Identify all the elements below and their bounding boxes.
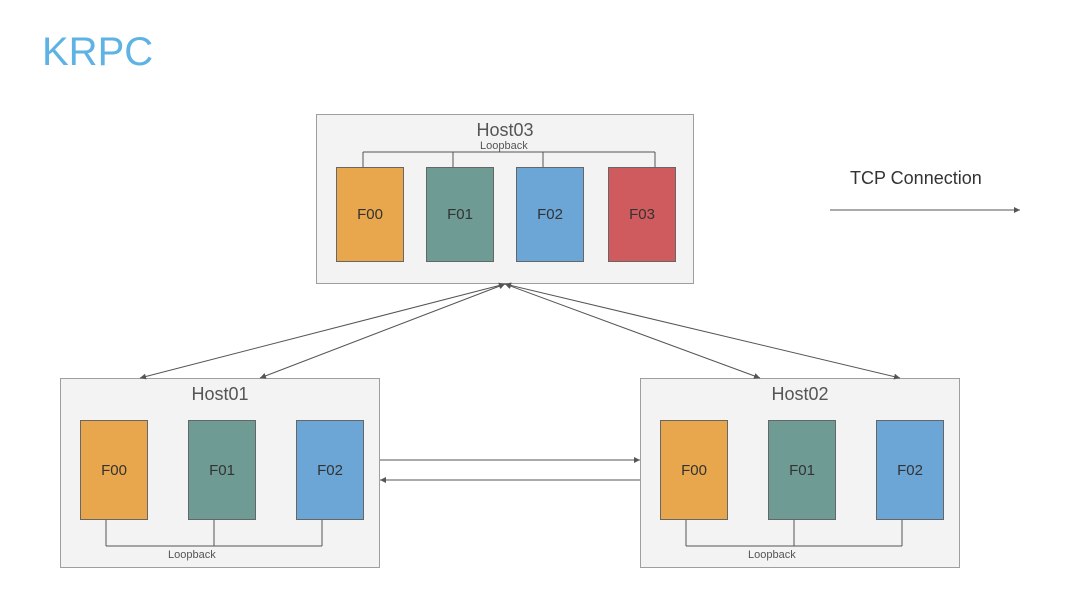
loopback-label-host01: Loopback <box>168 549 216 561</box>
fbox-host03-f00: F00 <box>336 167 404 262</box>
fbox-host01-f01: F01 <box>188 420 256 520</box>
edge-line <box>260 284 505 378</box>
host-label-host01: Host01 <box>60 384 380 405</box>
fbox-label: F02 <box>897 462 923 479</box>
fbox-host01-f02: F02 <box>296 420 364 520</box>
host-label-host02: Host02 <box>640 384 960 405</box>
fbox-label: F02 <box>537 206 563 223</box>
fbox-label: F01 <box>789 462 815 479</box>
host-label-host03: Host03 <box>316 120 694 141</box>
fbox-host01-f00: F00 <box>80 420 148 520</box>
fbox-host02-f02: F02 <box>876 420 944 520</box>
fbox-label: F01 <box>209 462 235 479</box>
fbox-label: F00 <box>681 462 707 479</box>
page-title: KRPC <box>42 30 153 75</box>
diagram-canvas: KRPC Host03 F00 F01 F02 F03 Loopback Host01 F00 F… <box>0 0 1080 606</box>
fbox-label: F00 <box>101 462 127 479</box>
edge-line <box>505 284 900 378</box>
fbox-host03-f01: F01 <box>426 167 494 262</box>
fbox-host03-f02: F02 <box>516 167 584 262</box>
fbox-host03-f03: F03 <box>608 167 676 262</box>
fbox-host02-f00: F00 <box>660 420 728 520</box>
loopback-label-host03: Loopback <box>480 140 528 152</box>
loopback-label-host02: Loopback <box>748 549 796 561</box>
fbox-label: F00 <box>357 206 383 223</box>
fbox-label: F03 <box>629 206 655 223</box>
edge-line <box>505 284 760 378</box>
fbox-label: F01 <box>447 206 473 223</box>
edge-line <box>140 284 505 378</box>
fbox-label: F02 <box>317 462 343 479</box>
fbox-host02-f01: F01 <box>768 420 836 520</box>
legend-label: TCP Connection <box>850 168 982 189</box>
